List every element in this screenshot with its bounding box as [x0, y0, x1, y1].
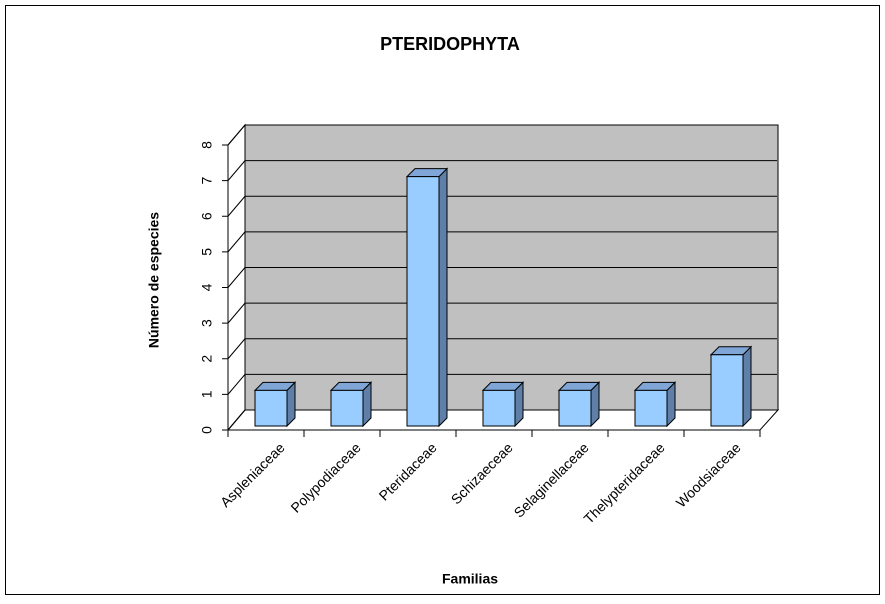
bar: [330, 389, 364, 427]
grid-line: [227, 195, 246, 217]
grid-line: [227, 374, 246, 395]
bar: [558, 389, 592, 427]
grid-line: [227, 338, 246, 360]
bar: [254, 389, 288, 427]
bar-side: [438, 167, 448, 428]
y-tick-label: 3: [199, 319, 215, 327]
bar: [406, 176, 440, 427]
y-tick-label: 0: [199, 426, 215, 434]
y-tick-label: 8: [199, 141, 215, 149]
grid-line: [227, 124, 246, 146]
y-tick-label: 2: [199, 355, 215, 363]
grid-line: [227, 231, 246, 253]
y-tick-label: 6: [199, 212, 215, 220]
grid-line: [227, 302, 246, 324]
y-tick-label: 4: [199, 283, 215, 291]
bar-side: [742, 345, 752, 428]
bar: [482, 389, 516, 427]
chart-title: PTERIDOPHYTA: [380, 34, 520, 54]
bar: [634, 389, 668, 427]
grid-line: [227, 267, 246, 288]
grid-line: [227, 160, 246, 181]
bar: [710, 354, 744, 427]
y-tick-label: 7: [199, 177, 215, 185]
y-axis-label: Número de especies: [146, 212, 162, 348]
y-tick-label: 5: [199, 248, 215, 256]
grid-line: [227, 409, 246, 431]
x-axis-label: Familias: [442, 571, 498, 587]
y-tick-label: 1: [199, 390, 215, 398]
